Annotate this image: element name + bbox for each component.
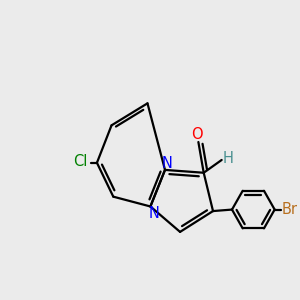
Text: N: N bbox=[148, 206, 159, 221]
Text: Cl: Cl bbox=[73, 154, 87, 169]
Text: H: H bbox=[223, 151, 233, 166]
Text: O: O bbox=[191, 127, 203, 142]
Text: Br: Br bbox=[282, 202, 298, 217]
Text: N: N bbox=[162, 156, 173, 171]
